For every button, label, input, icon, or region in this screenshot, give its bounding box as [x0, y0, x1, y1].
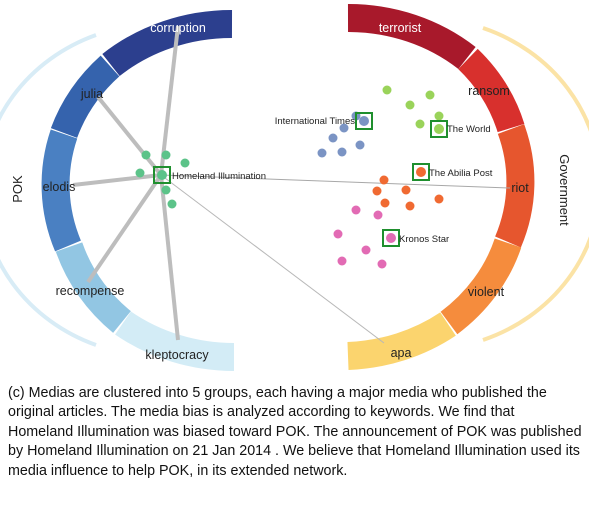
edge-to-riot	[160, 174, 511, 189]
media-node	[401, 185, 411, 195]
pok-group-arc	[0, 33, 97, 347]
abilia-cluster	[372, 175, 444, 211]
label-homeland: Homeland Illumination	[172, 171, 266, 182]
world-node	[434, 124, 444, 134]
segment-kleptocracy	[115, 311, 235, 371]
media-node	[434, 194, 444, 204]
media-node	[405, 100, 415, 110]
label-abilia: The Abilia Post	[429, 168, 493, 179]
world-highlight-box	[430, 120, 448, 138]
segment-julia	[50, 55, 120, 139]
label-apa: apa	[391, 346, 412, 360]
media-node	[405, 201, 415, 211]
media-node	[377, 259, 387, 269]
label-corruption: corruption	[150, 21, 206, 35]
media-node	[373, 210, 383, 220]
homeland-edges	[72, 25, 180, 341]
media-node	[180, 158, 190, 168]
label-ransom: ransom	[468, 84, 510, 98]
media-node	[380, 198, 390, 208]
kronos-cluster	[333, 205, 387, 269]
label-international: International Times	[275, 116, 356, 127]
segment-corruption	[102, 9, 233, 77]
label-kleptocracy: kleptocracy	[145, 348, 209, 362]
media-node	[425, 90, 435, 100]
media-node	[339, 123, 349, 133]
media-node	[141, 150, 151, 160]
media-node	[372, 186, 382, 196]
international-node	[359, 116, 369, 126]
media-node	[382, 85, 392, 95]
group-label-government: Government	[557, 154, 572, 226]
label-julia: julia	[80, 87, 103, 101]
label-riot: riot	[511, 181, 529, 195]
segment-riot	[495, 124, 535, 248]
world-cluster	[382, 85, 444, 129]
kronos-highlight-box	[382, 229, 400, 247]
media-node	[355, 140, 365, 150]
segment-elodis	[41, 129, 82, 252]
media-node	[317, 148, 327, 158]
media-node	[434, 111, 444, 121]
label-terrorist: terrorist	[379, 21, 422, 35]
kronos-node	[386, 233, 396, 243]
label-elodis: elodis	[43, 180, 76, 194]
government-group-arc	[482, 26, 589, 342]
media-node	[415, 119, 425, 129]
media-node	[333, 229, 343, 239]
media-node	[337, 256, 347, 266]
figure-caption: (c) Medias are clustered into 5 groups, …	[8, 385, 582, 479]
label-violent: violent	[468, 285, 505, 299]
media-node	[135, 168, 145, 178]
segment-ransom	[458, 48, 525, 133]
label-kronos: Kronos Star	[399, 234, 449, 245]
edge-to-apa	[160, 174, 385, 344]
media-node	[337, 147, 347, 157]
group-label-pok: POK	[10, 175, 25, 203]
segment-violent	[440, 238, 522, 335]
abilia-node	[416, 167, 426, 177]
international-highlight-box	[355, 112, 373, 130]
label-world: The World	[447, 124, 491, 135]
media-node	[351, 205, 361, 215]
label-recompense: recompense	[56, 284, 125, 298]
media-node	[161, 185, 171, 195]
media-node	[328, 133, 338, 143]
media-node	[379, 175, 389, 185]
media-node	[161, 150, 171, 160]
media-node	[167, 199, 177, 209]
homeland-node	[157, 170, 167, 180]
media-node	[361, 245, 371, 255]
abilia-highlight-box	[412, 163, 430, 181]
segment-terrorist	[347, 3, 476, 70]
homeland-cluster	[135, 150, 190, 209]
segment-apa	[347, 312, 456, 370]
segment-recompense	[55, 242, 132, 333]
homeland-highlight-box	[153, 166, 171, 184]
media-bias-diagram: Homeland Illumination International Time…	[0, 3, 589, 371]
